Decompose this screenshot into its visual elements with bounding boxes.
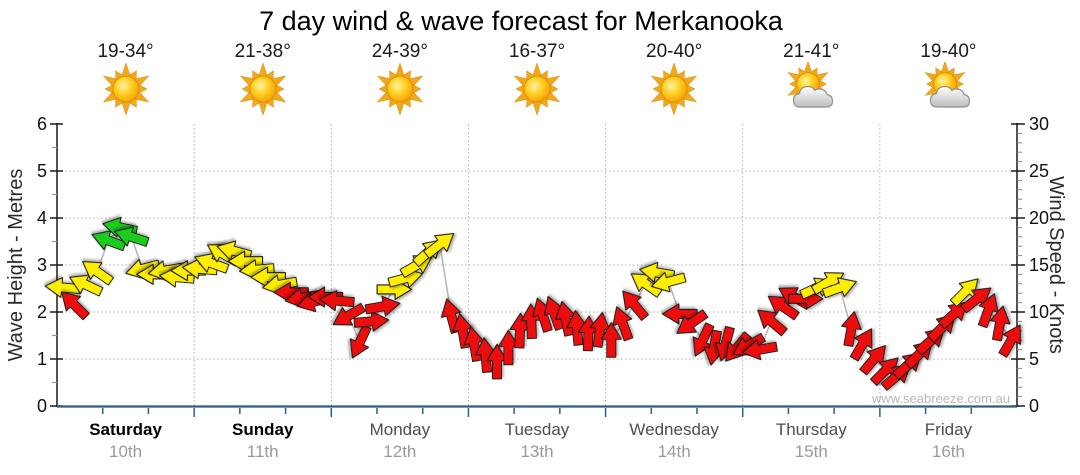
temperature-range-label: 21-41° xyxy=(783,41,840,62)
temperature-range-label: 16-37° xyxy=(508,41,566,62)
date-label: 16th xyxy=(931,442,965,461)
wind-arrow xyxy=(692,322,715,357)
svg-text:0: 0 xyxy=(37,396,47,416)
wind-arrow xyxy=(859,345,886,376)
date-label: 15th xyxy=(794,442,828,461)
wind-arrow xyxy=(349,324,372,359)
wind-arrow xyxy=(757,309,788,337)
wind-arrow xyxy=(332,302,366,326)
wind-arrow xyxy=(353,310,390,332)
watermark: www.seabreeze.com.au xyxy=(871,391,1010,406)
temperature-range-label: 24-39° xyxy=(371,41,428,62)
wind-arrow xyxy=(849,328,873,362)
svg-text:3: 3 xyxy=(37,255,47,275)
date-label: 12th xyxy=(383,442,417,461)
wind-arrow xyxy=(250,266,286,288)
wind-arrow xyxy=(650,271,687,293)
wind-speed-axis: 0 5 10 15 20 25 30 xyxy=(1011,114,1049,416)
date-label: 11th xyxy=(246,442,279,461)
wind-arrow xyxy=(742,339,778,361)
wind-arrow xyxy=(114,226,150,247)
weekday-label: Wednesday xyxy=(629,420,719,439)
weekday-label: Thursday xyxy=(775,420,847,439)
wind-arrow xyxy=(821,277,857,299)
wind-arrow xyxy=(194,252,230,274)
temperature-range-label: 20-40° xyxy=(646,41,703,62)
wind-arrow xyxy=(600,322,622,358)
wind-arrow xyxy=(227,250,264,272)
weekday-label: Saturday xyxy=(89,420,162,439)
svg-text:4: 4 xyxy=(37,208,47,228)
wave-height-axis: 0 1 2 3 4 5 6 xyxy=(37,114,63,416)
wind-arrow xyxy=(509,312,531,349)
wind-arrow xyxy=(319,290,355,312)
svg-text:2: 2 xyxy=(37,302,47,322)
sunny-icon xyxy=(510,62,564,116)
wind-arrow xyxy=(566,310,588,346)
weekday-label: Tuesday xyxy=(504,420,570,439)
chart-title: 7 day wind & wave forecast for Merkanook… xyxy=(259,6,783,36)
wind-arrow xyxy=(589,312,611,348)
wind-arrow xyxy=(937,301,968,330)
wind-arrow xyxy=(486,343,508,380)
wind-arrows xyxy=(44,216,1022,391)
weekday-label: Monday xyxy=(369,420,431,439)
svg-text:15: 15 xyxy=(1029,255,1049,275)
partly-cloudy-icon xyxy=(921,60,975,116)
wind-arrow xyxy=(612,306,634,342)
sunny-icon xyxy=(236,62,290,116)
temperature-range-label: 19-34° xyxy=(97,41,154,62)
partly-cloudy-icon xyxy=(784,60,838,116)
temperature-range-label: 21-38° xyxy=(234,41,291,62)
sunny-icon xyxy=(647,62,701,116)
wind-arrow xyxy=(949,278,979,308)
wind-arrow xyxy=(82,261,115,286)
temperature-range-label: 19-40° xyxy=(920,41,977,62)
wind-arrow xyxy=(767,295,800,321)
svg-text:25: 25 xyxy=(1029,161,1049,181)
wind-arrow xyxy=(364,295,401,317)
svg-text:10: 10 xyxy=(1029,302,1049,322)
date-label: 10th xyxy=(109,442,143,461)
sunny-icon xyxy=(373,62,427,116)
svg-text:30: 30 xyxy=(1029,114,1049,134)
weekday-label: Friday xyxy=(924,420,973,439)
svg-text:6: 6 xyxy=(37,114,47,134)
wind-arrow xyxy=(661,303,698,325)
wind-arrow xyxy=(676,309,709,334)
wind-arrow xyxy=(532,297,553,333)
wind-arrow xyxy=(69,274,104,297)
wind-arrow xyxy=(977,293,999,329)
svg-text:20: 20 xyxy=(1029,208,1049,228)
wind-arrow xyxy=(475,337,497,374)
date-label: 13th xyxy=(520,442,554,461)
svg-text:1: 1 xyxy=(37,349,47,369)
day-axis xyxy=(57,405,1017,417)
date-label: 14th xyxy=(657,442,691,461)
svg-text:0: 0 xyxy=(1029,396,1039,416)
weekday-label: Sunday xyxy=(232,420,294,439)
wind-arrow xyxy=(998,324,1022,358)
wind-arrow xyxy=(622,290,650,321)
sunny-icon xyxy=(99,62,153,116)
wind-arrow xyxy=(960,287,992,314)
svg-text:5: 5 xyxy=(37,161,47,181)
wind-arrow xyxy=(841,311,862,347)
wind-arrow xyxy=(423,232,455,259)
wind-arrow xyxy=(497,329,519,366)
svg-text:5: 5 xyxy=(1029,349,1039,369)
wind-arrow xyxy=(61,291,90,321)
wind-arrow xyxy=(989,305,1011,342)
